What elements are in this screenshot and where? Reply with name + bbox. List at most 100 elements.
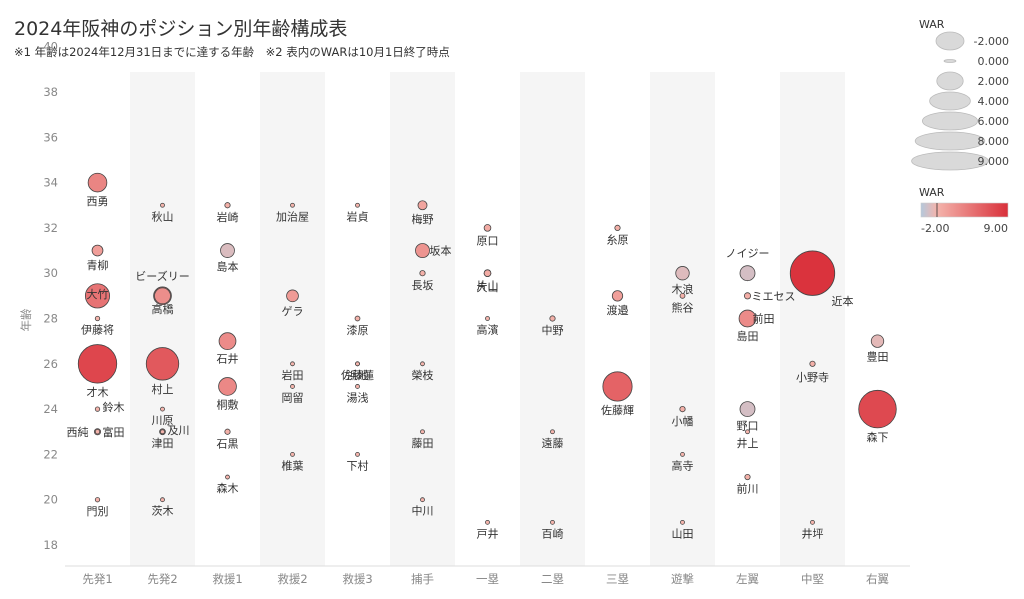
point-label: 坂本	[430, 244, 452, 258]
color-legend-bar	[920, 202, 1009, 218]
data-point	[355, 361, 360, 367]
point-label: 中川	[412, 505, 434, 518]
point-label: 伊藤将	[81, 324, 114, 337]
data-point	[286, 289, 299, 303]
y-tick-label: 20	[43, 493, 58, 507]
size-legend-mark	[935, 31, 965, 51]
y-tick-label: 24	[43, 402, 58, 416]
x-category-label: 先発2	[147, 572, 177, 586]
data-point	[224, 428, 231, 435]
data-point	[809, 360, 816, 367]
data-point	[680, 451, 685, 457]
x-category-label: 先発1	[82, 572, 112, 586]
point-label: 原口	[477, 234, 499, 247]
point-label: 豊田	[867, 350, 889, 363]
point-label: 鈴木	[103, 400, 125, 414]
y-tick-label: 40	[43, 40, 58, 54]
point-label: 佐藤蓮	[341, 368, 374, 382]
point-label: 片山	[477, 280, 499, 293]
data-point	[87, 172, 108, 193]
point-label: 森下	[867, 430, 889, 444]
data-point	[290, 451, 295, 457]
point-label: 秋山	[152, 209, 174, 223]
column-band	[650, 72, 715, 566]
y-tick-label: 22	[43, 447, 58, 461]
data-point	[858, 389, 897, 429]
point-label: 岩崎	[217, 210, 239, 224]
column-band	[260, 72, 325, 566]
data-point	[679, 292, 686, 299]
point-label: 前田	[753, 312, 775, 326]
point-label: 渡邉	[607, 303, 629, 317]
data-point	[739, 265, 756, 282]
point-label: 糸原	[607, 234, 629, 247]
point-label: 高橋	[152, 302, 174, 316]
point-label: 岩貞	[347, 209, 369, 223]
point-label: 野口	[737, 420, 759, 433]
point-label: 高寺	[672, 458, 694, 472]
chart-subtitle: ※1 年齢は2024年12月31日までに達する年齢 ※2 表内のWARは10月1…	[14, 45, 450, 59]
data-point	[160, 429, 165, 435]
data-point	[354, 315, 361, 322]
data-point	[549, 315, 556, 322]
data-point	[680, 519, 685, 525]
point-label: 茨木	[152, 504, 174, 518]
point-label: 富田	[103, 425, 125, 439]
y-tick-label: 38	[43, 85, 58, 99]
y-axis-label: 年齢	[19, 308, 33, 331]
data-point	[224, 202, 231, 209]
data-point	[614, 224, 621, 231]
color-legend-max: 9.00	[984, 222, 1009, 235]
size-legend-label: 8.000	[978, 135, 1010, 148]
point-label: 岩田	[282, 368, 304, 382]
size-legend-label: 9.000	[978, 155, 1010, 168]
point-label: 長坂	[412, 279, 434, 292]
data-point	[419, 270, 426, 277]
data-point	[290, 361, 295, 367]
data-point	[417, 200, 428, 211]
data-point	[77, 344, 118, 384]
point-label: 島本	[217, 260, 239, 274]
point-label: 山田	[672, 527, 694, 540]
color-legend-min: -2.00	[921, 222, 949, 235]
point-label: 椎葉	[282, 458, 304, 472]
chart-title: 2024年阪神のポジション別年齢構成表	[14, 18, 348, 40]
data-point	[810, 519, 815, 525]
size-legend-label: 0.000	[978, 55, 1010, 68]
point-label: 才木	[87, 385, 109, 399]
data-point	[94, 429, 101, 435]
size-legend-mark	[914, 131, 986, 151]
point-label: 小幡	[672, 414, 694, 428]
point-label: 戸井	[477, 526, 499, 540]
point-label: 漆原	[347, 324, 369, 337]
point-label: 木浪	[672, 282, 694, 296]
x-category-label: 左翼	[736, 572, 759, 586]
point-label: ノイジー	[726, 247, 770, 260]
data-point	[355, 202, 360, 208]
data-point	[550, 429, 555, 435]
data-point	[602, 371, 633, 402]
data-point	[94, 406, 101, 412]
data-point	[789, 250, 836, 296]
size-legend-mark	[911, 151, 989, 171]
y-tick-label: 18	[43, 538, 58, 552]
data-point	[94, 497, 101, 503]
point-label: 門別	[87, 505, 109, 518]
data-point	[225, 474, 230, 480]
data-point	[154, 287, 171, 305]
point-label: 井上	[737, 436, 759, 450]
x-category-label: 遊撃	[671, 572, 694, 586]
size-legend-label: 2.000	[978, 75, 1010, 88]
data-point	[675, 266, 690, 281]
size-legend-mark	[936, 71, 964, 91]
data-point	[745, 429, 750, 435]
point-label: 百崎	[542, 526, 564, 540]
point-label: 藤田	[412, 437, 434, 450]
data-point	[218, 332, 237, 350]
point-label: 大竹	[87, 287, 109, 301]
point-label: 桐敷	[217, 397, 239, 411]
data-point	[744, 473, 751, 481]
y-tick-label: 36	[43, 130, 58, 144]
data-point	[145, 347, 180, 381]
point-label: 下村	[347, 458, 369, 472]
